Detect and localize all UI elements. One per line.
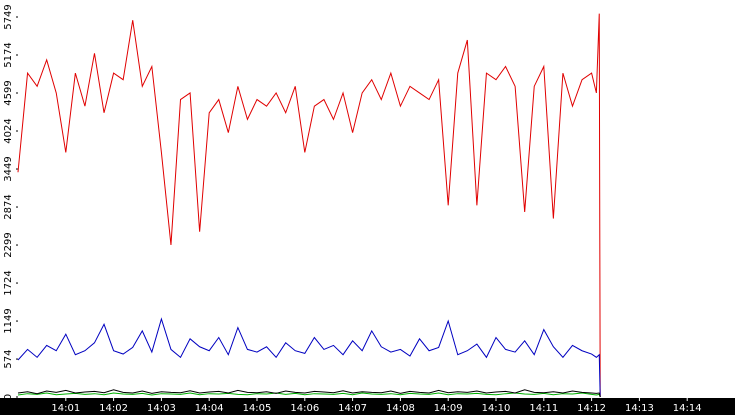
x-tick-label: 14:11 [529, 403, 558, 414]
x-tick-label: 14:07 [338, 403, 367, 414]
y-tick-label: 2874 [3, 194, 14, 219]
x-tick-label: 14:09 [434, 403, 463, 414]
x-tick-label: 14:12 [577, 403, 606, 414]
y-tick-label: 4599 [3, 80, 14, 105]
x-tick-label: 14:10 [482, 403, 511, 414]
y-tick-label: 5749 [3, 4, 14, 29]
x-tick-label: 14:04 [195, 403, 224, 414]
y-tick-label: 2299 [3, 232, 14, 257]
x-tick-label: 14:14 [673, 403, 702, 414]
x-tick-label: 14:06 [290, 403, 319, 414]
y-tick-label: 1724 [3, 270, 14, 295]
y-tick-label: 4024 [3, 118, 14, 143]
x-tick-label: 14:08 [386, 403, 415, 414]
x-axis-bar [0, 398, 735, 415]
x-tick-label: 14:01 [51, 403, 80, 414]
y-tick-label: 5174 [3, 42, 14, 67]
x-tick-label: 14:03 [147, 403, 176, 414]
series-line [17, 389, 601, 398]
x-tick-label: 14:13 [625, 403, 654, 414]
y-tick-label: 574 [3, 350, 14, 369]
y-tick-label: 0 [3, 394, 14, 400]
series-line [17, 317, 601, 398]
x-tick-label: 14:05 [243, 403, 272, 414]
series-line [17, 13, 601, 398]
x-tick-label: 14:02 [99, 403, 128, 414]
series-line [17, 392, 601, 398]
y-tick-label: 1149 [3, 308, 14, 333]
y-tick-label: 3449 [3, 156, 14, 181]
